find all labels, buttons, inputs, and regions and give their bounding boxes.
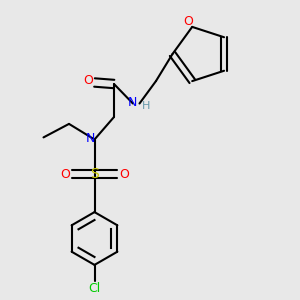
Text: O: O <box>183 15 193 28</box>
Text: H: H <box>142 101 150 111</box>
Text: O: O <box>60 167 70 181</box>
Text: O: O <box>119 167 129 181</box>
Text: N: N <box>128 95 138 109</box>
Text: N: N <box>85 131 95 145</box>
Text: S: S <box>90 167 99 181</box>
Text: O: O <box>83 74 93 88</box>
Text: Cl: Cl <box>88 281 101 295</box>
